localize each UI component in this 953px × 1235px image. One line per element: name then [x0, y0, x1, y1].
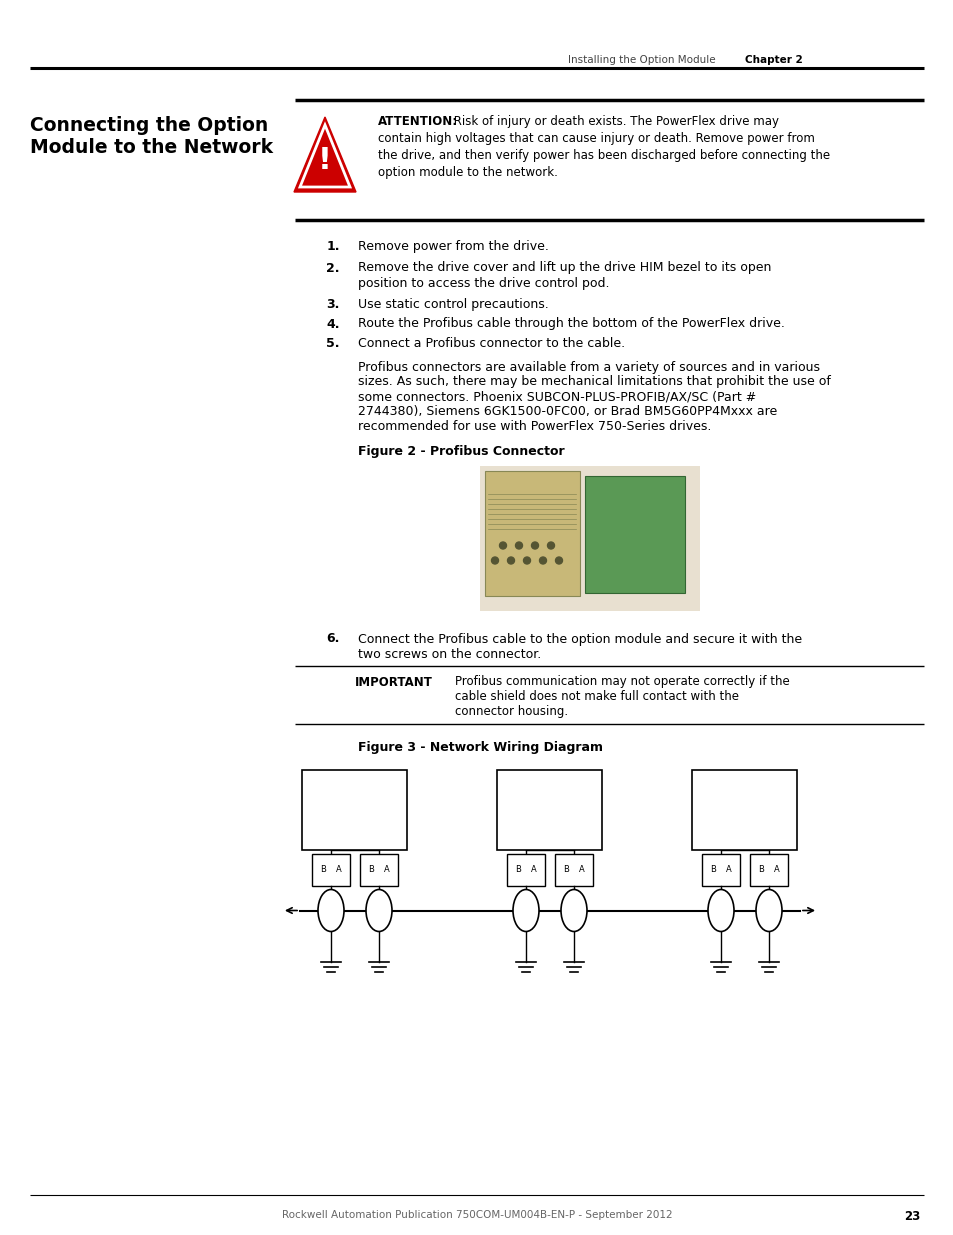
Text: Figure 3 - Network Wiring Diagram: Figure 3 - Network Wiring Diagram	[357, 741, 602, 755]
Text: IMPORTANT: IMPORTANT	[355, 676, 433, 688]
Polygon shape	[294, 117, 355, 191]
Bar	[506, 853, 544, 885]
Text: connector housing.: connector housing.	[455, 705, 568, 719]
Ellipse shape	[317, 889, 344, 931]
Text: A: A	[773, 864, 779, 874]
Text: Connect a Profibus connector to the cable.: Connect a Profibus connector to the cabl…	[357, 337, 624, 350]
Text: Connecting the Option: Connecting the Option	[30, 116, 268, 135]
Text: Remove power from the drive.: Remove power from the drive.	[357, 240, 548, 253]
Text: Chapter 2: Chapter 2	[744, 56, 801, 65]
Ellipse shape	[707, 889, 733, 931]
Bar	[312, 853, 350, 885]
Text: option module to the network.: option module to the network.	[377, 165, 558, 179]
Ellipse shape	[560, 889, 586, 931]
Text: 3.: 3.	[326, 298, 339, 311]
Text: 2.: 2.	[326, 262, 339, 274]
Text: B: B	[710, 864, 716, 874]
Text: !: !	[317, 146, 332, 175]
Text: Route the Profibus cable through the bottom of the PowerFlex drive.: Route the Profibus cable through the bot…	[357, 317, 784, 331]
Circle shape	[547, 542, 554, 550]
Bar	[701, 853, 740, 885]
Bar	[692, 769, 797, 850]
Text: two screws on the connector.: two screws on the connector.	[357, 647, 540, 661]
Text: B: B	[515, 864, 520, 874]
Circle shape	[539, 557, 546, 564]
Ellipse shape	[513, 889, 538, 931]
Text: Installing the Option Module: Installing the Option Module	[567, 56, 715, 65]
Bar	[359, 853, 397, 885]
Text: position to access the drive control pod.: position to access the drive control pod…	[357, 277, 609, 289]
Bar	[749, 853, 787, 885]
Text: 2744380), Siemens 6GK1500-0FC00, or Brad BM5G60PP4Mxxx are: 2744380), Siemens 6GK1500-0FC00, or Brad…	[357, 405, 777, 419]
Text: B: B	[320, 864, 326, 874]
Text: B: B	[758, 864, 763, 874]
Bar	[479, 466, 700, 610]
Bar	[497, 769, 602, 850]
Text: A: A	[725, 864, 731, 874]
Text: some connectors. Phoenix SUBCON-PLUS-PROFIB/AX/SC (Part #: some connectors. Phoenix SUBCON-PLUS-PRO…	[357, 390, 756, 404]
Text: recommended for use with PowerFlex 750-Series drives.: recommended for use with PowerFlex 750-S…	[357, 420, 711, 433]
Text: A: A	[530, 864, 536, 874]
Text: Risk of injury or death exists. The PowerFlex drive may: Risk of injury or death exists. The Powe…	[450, 115, 779, 128]
Text: Connect the Profibus cable to the option module and secure it with the: Connect the Profibus cable to the option…	[357, 632, 801, 646]
Circle shape	[531, 542, 537, 550]
Bar	[302, 769, 407, 850]
Text: ATTENTION:: ATTENTION:	[377, 115, 457, 128]
Circle shape	[507, 557, 514, 564]
Text: 1.: 1.	[326, 240, 339, 253]
Text: Profibus connectors are available from a variety of sources and in various: Profibus connectors are available from a…	[357, 361, 820, 373]
Circle shape	[515, 542, 522, 550]
Text: the drive, and then verify power has been discharged before connecting the: the drive, and then verify power has bee…	[377, 149, 829, 162]
Text: Module to the Network: Module to the Network	[30, 138, 273, 157]
Circle shape	[499, 542, 506, 550]
Ellipse shape	[755, 889, 781, 931]
Text: A: A	[383, 864, 389, 874]
Bar	[584, 475, 684, 593]
Ellipse shape	[366, 889, 392, 931]
Text: Use static control precautions.: Use static control precautions.	[357, 298, 548, 311]
Text: 4.: 4.	[326, 317, 339, 331]
Text: A: A	[335, 864, 341, 874]
Text: 6.: 6.	[326, 632, 339, 646]
Bar	[484, 471, 579, 595]
Bar	[555, 853, 593, 885]
Circle shape	[555, 557, 562, 564]
Text: A: A	[578, 864, 584, 874]
Text: B: B	[368, 864, 374, 874]
Text: Rockwell Automation Publication 750COM-UM004B-EN-P - September 2012: Rockwell Automation Publication 750COM-U…	[281, 1210, 672, 1220]
Circle shape	[523, 557, 530, 564]
Text: 23: 23	[902, 1210, 919, 1223]
Text: 5.: 5.	[326, 337, 339, 350]
Text: Profibus communication may not operate correctly if the: Profibus communication may not operate c…	[455, 676, 789, 688]
Text: cable shield does not make full contact with the: cable shield does not make full contact …	[455, 690, 739, 704]
Circle shape	[491, 557, 498, 564]
Text: sizes. As such, there may be mechanical limitations that prohibit the use of: sizes. As such, there may be mechanical …	[357, 375, 830, 389]
Text: contain high voltages that can cause injury or death. Remove power from: contain high voltages that can cause inj…	[377, 132, 814, 144]
Text: Figure 2 - Profibus Connector: Figure 2 - Profibus Connector	[357, 446, 564, 458]
Text: B: B	[563, 864, 569, 874]
Text: Remove the drive cover and lift up the drive HIM bezel to its open: Remove the drive cover and lift up the d…	[357, 262, 771, 274]
